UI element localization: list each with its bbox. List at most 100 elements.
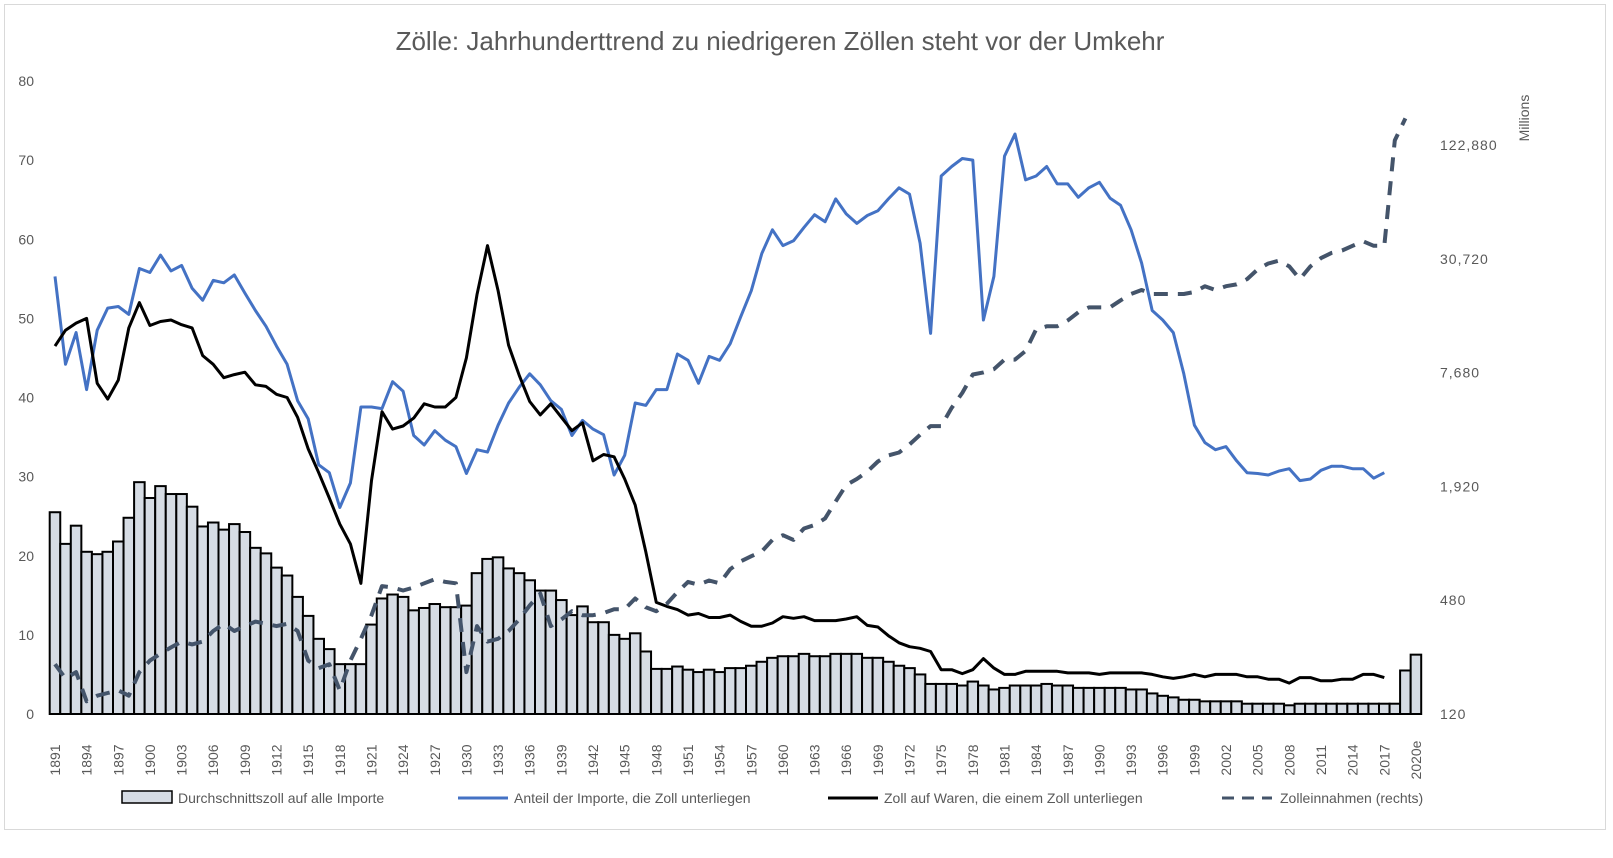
bar bbox=[565, 614, 579, 715]
bar bbox=[808, 655, 821, 716]
bar bbox=[882, 660, 895, 716]
bar bbox=[280, 574, 294, 715]
x-tick-label: 1930 bbox=[458, 744, 474, 775]
bar bbox=[1219, 700, 1233, 716]
bar bbox=[1230, 700, 1243, 716]
bar bbox=[861, 656, 874, 715]
bar bbox=[660, 667, 674, 715]
bar bbox=[154, 485, 167, 715]
bar bbox=[576, 605, 589, 716]
bar bbox=[745, 664, 758, 716]
bar bbox=[1251, 702, 1264, 715]
bar bbox=[1050, 684, 1064, 716]
x-tick-label: 2017 bbox=[1376, 744, 1392, 775]
x-tick-label: 1963 bbox=[807, 744, 823, 775]
y-left-tick-label: 60 bbox=[18, 231, 34, 247]
bar bbox=[1283, 704, 1296, 716]
bar bbox=[702, 668, 716, 716]
bar bbox=[1209, 700, 1222, 716]
bar bbox=[512, 572, 526, 715]
x-tick-label: 1903 bbox=[174, 744, 190, 775]
bar bbox=[892, 664, 906, 716]
bar bbox=[766, 656, 779, 715]
bar bbox=[1114, 686, 1127, 715]
bar bbox=[301, 614, 315, 716]
x-tick-label: 1918 bbox=[332, 744, 348, 775]
bar bbox=[818, 655, 832, 716]
bar bbox=[1409, 653, 1423, 715]
x-tick-label: 1912 bbox=[269, 744, 285, 775]
y-right-tick-label: 7,680 bbox=[1440, 365, 1480, 381]
x-tick-label: 1960 bbox=[775, 744, 791, 775]
bar bbox=[1156, 694, 1169, 716]
x-tick-label: 1954 bbox=[712, 744, 728, 775]
x-tick-label: 1948 bbox=[648, 744, 664, 775]
bar bbox=[639, 650, 653, 716]
bar bbox=[270, 566, 283, 716]
bar bbox=[597, 621, 610, 716]
bar bbox=[713, 671, 726, 715]
bar bbox=[934, 682, 948, 715]
bar bbox=[1072, 686, 1085, 715]
bar bbox=[1346, 702, 1359, 715]
bar bbox=[1008, 684, 1022, 716]
bar bbox=[618, 637, 631, 715]
bar bbox=[122, 516, 136, 716]
y-left-tick-label: 10 bbox=[18, 627, 34, 643]
bar bbox=[206, 521, 220, 716]
x-tick-label: 1984 bbox=[1028, 744, 1044, 775]
bar bbox=[607, 633, 621, 715]
legend-label: Zolleinnahmen (rechts) bbox=[1280, 790, 1423, 806]
bar bbox=[386, 593, 399, 715]
bar bbox=[956, 684, 969, 716]
x-tick-label: 1942 bbox=[585, 744, 601, 775]
y-right-tick-label: 120 bbox=[1440, 706, 1466, 722]
bar bbox=[1378, 702, 1391, 715]
bar bbox=[945, 682, 959, 715]
x-tick-label: 2011 bbox=[1313, 745, 1329, 775]
series-line-1 bbox=[53, 132, 1385, 509]
bar bbox=[417, 606, 431, 715]
bar bbox=[502, 567, 515, 715]
bar bbox=[1029, 684, 1043, 716]
bar bbox=[1177, 698, 1191, 716]
bar bbox=[1093, 686, 1106, 715]
chart-frame bbox=[4, 4, 1606, 830]
bar bbox=[90, 553, 104, 715]
bar bbox=[523, 579, 537, 715]
bar bbox=[544, 589, 558, 715]
bar bbox=[1399, 669, 1412, 716]
y-right-tick-label: 480 bbox=[1440, 592, 1466, 608]
bar bbox=[1082, 686, 1096, 715]
x-tick-label: 1996 bbox=[1155, 744, 1171, 775]
bar bbox=[1124, 688, 1138, 716]
bar bbox=[734, 667, 748, 715]
bar bbox=[671, 665, 684, 716]
x-tick-label: 1933 bbox=[490, 744, 506, 775]
bar bbox=[428, 603, 442, 715]
bar bbox=[164, 493, 178, 715]
bar bbox=[924, 682, 937, 715]
y-right-axis-label: Millions bbox=[1516, 95, 1532, 142]
bar bbox=[323, 648, 336, 715]
bar bbox=[59, 542, 72, 715]
bar bbox=[839, 652, 853, 715]
bar bbox=[1103, 686, 1117, 715]
legend-label: Anteil der Importe, die Zoll unterliegen bbox=[514, 790, 751, 806]
bar bbox=[1135, 688, 1148, 716]
series-line-2 bbox=[53, 244, 1385, 685]
x-tick-label: 2002 bbox=[1218, 744, 1234, 775]
x-tick-label: 1927 bbox=[427, 744, 443, 775]
bar bbox=[249, 546, 262, 716]
bar bbox=[1240, 702, 1254, 715]
x-tick-label: 1939 bbox=[553, 744, 569, 775]
bar bbox=[112, 540, 125, 715]
bar bbox=[228, 523, 241, 715]
x-tick-label: 2008 bbox=[1281, 744, 1297, 775]
x-tick-label: 1906 bbox=[205, 744, 221, 775]
x-tick-label: 2014 bbox=[1345, 744, 1361, 775]
x-tick-label: 1900 bbox=[142, 744, 158, 775]
y-right-tick-label: 122,880 bbox=[1440, 137, 1498, 153]
bar bbox=[1388, 702, 1402, 715]
bar bbox=[175, 493, 188, 715]
